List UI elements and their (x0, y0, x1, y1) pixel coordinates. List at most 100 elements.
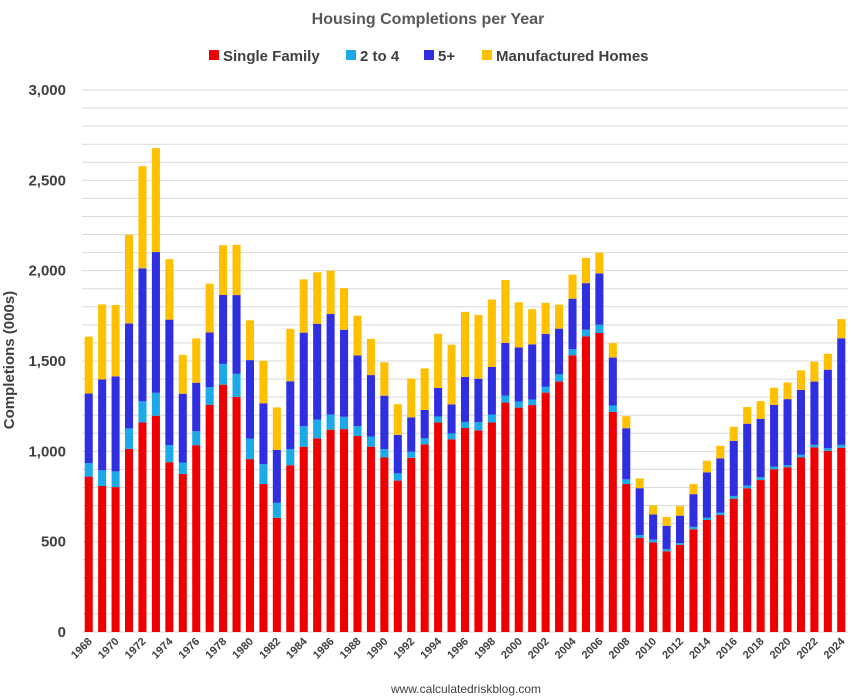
bar-segment-2-to-4-1986 (326, 414, 335, 430)
bar-segment-5--2014 (702, 472, 711, 518)
x-tick-label: 2004 (553, 635, 579, 661)
bar-segment-manufactured-homes-1979 (232, 244, 241, 296)
bar-segment-manufactured-homes-2018 (756, 401, 765, 419)
bar-segment-5--2007 (608, 357, 617, 406)
x-tick-label: 2008 (607, 636, 633, 662)
bar-segment-5--2001 (528, 344, 537, 400)
y-tick-label: 2,000 (28, 263, 66, 280)
bar-segment-single-family-1974 (165, 462, 174, 632)
bar-segment-5--1993 (420, 409, 429, 439)
bar-segment-manufactured-homes-1994 (434, 333, 443, 388)
bar-segment-2-to-4-2015 (716, 512, 725, 515)
bar-segment-single-family-2009 (635, 538, 644, 632)
bar-segment-manufactured-homes-2003 (555, 304, 564, 329)
bar-segment-single-family-2016 (729, 498, 738, 632)
bar-segment-5--2004 (568, 298, 577, 350)
bar-segment-manufactured-homes-1992 (407, 378, 416, 418)
bar-segment-manufactured-homes-2006 (595, 252, 604, 274)
y-tick-label: 1,000 (28, 443, 66, 460)
bar-segment-2-to-4-1985 (313, 419, 322, 439)
legend-swatch-manufactured-homes (482, 50, 492, 60)
bar-segment-5--2008 (622, 428, 631, 480)
y-tick-label: 2,500 (28, 172, 66, 189)
y-tick-label: 3,000 (28, 82, 66, 99)
x-tick-label: 2020 (768, 636, 794, 662)
bar-segment-manufactured-homes-2023 (823, 353, 832, 370)
bar-segment-manufactured-homes-2014 (702, 460, 711, 473)
bar-segment-2-to-4-1982 (272, 502, 281, 518)
bar-segment-single-family-2017 (743, 488, 752, 632)
bar-segment-single-family-2008 (622, 484, 631, 632)
x-tick-label: 1972 (123, 636, 149, 662)
x-tick-label: 2024 (822, 635, 848, 661)
bar-segment-2-to-4-2017 (743, 485, 752, 489)
bar-segment-5--1982 (272, 449, 281, 503)
bar-segment-5--1978 (219, 294, 228, 364)
bar-segment-single-family-2000 (514, 407, 523, 632)
bar-segment-2-to-4-1973 (151, 392, 160, 416)
x-tick-label: 1998 (472, 636, 498, 662)
bar-segment-single-family-1990 (380, 457, 389, 632)
bar-segment-2-to-4-2012 (675, 543, 685, 545)
bar-segment-single-family-1971 (125, 448, 134, 632)
bar-segment-manufactured-homes-2012 (675, 506, 685, 516)
bar-segment-manufactured-homes-1974 (165, 259, 174, 320)
bar-segment-single-family-2011 (662, 551, 671, 632)
bar-segment-manufactured-homes-1973 (151, 148, 160, 253)
bar-segment-manufactured-homes-2024 (837, 319, 846, 339)
bar-segment-5--1969 (98, 379, 107, 471)
bar-segment-5--1975 (178, 393, 187, 463)
bar-segment-manufactured-homes-1981 (259, 360, 268, 404)
bar-segment-single-family-1977 (205, 404, 214, 632)
bar-segment-manufactured-homes-1971 (125, 234, 134, 324)
legend-swatch-2-to-4 (346, 50, 356, 60)
bar-segment-manufactured-homes-1975 (178, 354, 187, 394)
bar-segment-single-family-1986 (326, 429, 335, 632)
bar-segment-2-to-4-2011 (662, 549, 671, 552)
bar-segment-2-to-4-1992 (407, 451, 416, 458)
bar-segment-5--2020 (783, 399, 792, 466)
bar-segment-2-to-4-1993 (420, 438, 429, 445)
bar-segment-2-to-4-2004 (568, 349, 577, 356)
x-tick-label: 1992 (392, 636, 418, 662)
bar-segment-2-to-4-2002 (541, 386, 550, 393)
bar-segment-manufactured-homes-1995 (447, 344, 456, 405)
bar-segment-single-family-1991 (393, 480, 402, 632)
bar-segment-manufactured-homes-2007 (608, 343, 617, 358)
bar-segment-5--1970 (111, 376, 120, 472)
bar-segment-5--2018 (756, 418, 765, 478)
x-tick-label: 2006 (580, 636, 606, 662)
bar-segment-single-family-1978 (219, 384, 228, 632)
x-tick-label: 1978 (203, 636, 229, 662)
bar-segment-manufactured-homes-2021 (796, 370, 805, 390)
legend-label-manufactured-homes: Manufactured Homes (496, 48, 649, 65)
bar-segment-single-family-1987 (340, 429, 349, 632)
bar-segment-5--2012 (675, 515, 685, 544)
bar-segment-manufactured-homes-1982 (272, 407, 281, 450)
bar-segment-single-family-1996 (460, 428, 470, 632)
bar-segment-5--1999 (501, 342, 510, 396)
bar-segment-manufactured-homes-2013 (689, 484, 698, 495)
y-axis-ticks: 0 500 1,000 1,500 2,000 2,500 3,000 (28, 82, 66, 641)
bar-segment-manufactured-homes-1990 (380, 362, 389, 396)
x-tick-label: 1982 (257, 636, 283, 662)
legend-label-2-to-4: 2 to 4 (360, 48, 400, 65)
bar-segment-manufactured-homes-2002 (541, 302, 550, 334)
bar-segment-5--1980 (245, 360, 255, 439)
bar-segment-manufactured-homes-2019 (770, 387, 779, 405)
bar-segment-2-to-4-1989 (366, 436, 375, 447)
bar-segment-5--2003 (555, 328, 564, 375)
bar-segment-5--1998 (487, 366, 496, 415)
bar-segment-2-to-4-1990 (380, 449, 389, 458)
bar-segment-5--1977 (205, 332, 214, 388)
x-axis-ticks: 1968 1970 1972 1974 1976 1978 1980 1982 1984 1986… (69, 635, 848, 661)
x-tick-label: 2000 (499, 636, 525, 662)
bar-segment-single-family-2005 (581, 336, 590, 632)
bar-segment-manufactured-homes-1986 (326, 270, 335, 315)
bar-segment-2-to-4-1998 (487, 414, 496, 423)
bar-segment-2-to-4-1974 (165, 445, 174, 463)
bar-segment-single-family-1999 (501, 402, 510, 632)
bar-segment-single-family-1968 (84, 476, 93, 632)
x-tick-label: 2014 (687, 635, 713, 661)
